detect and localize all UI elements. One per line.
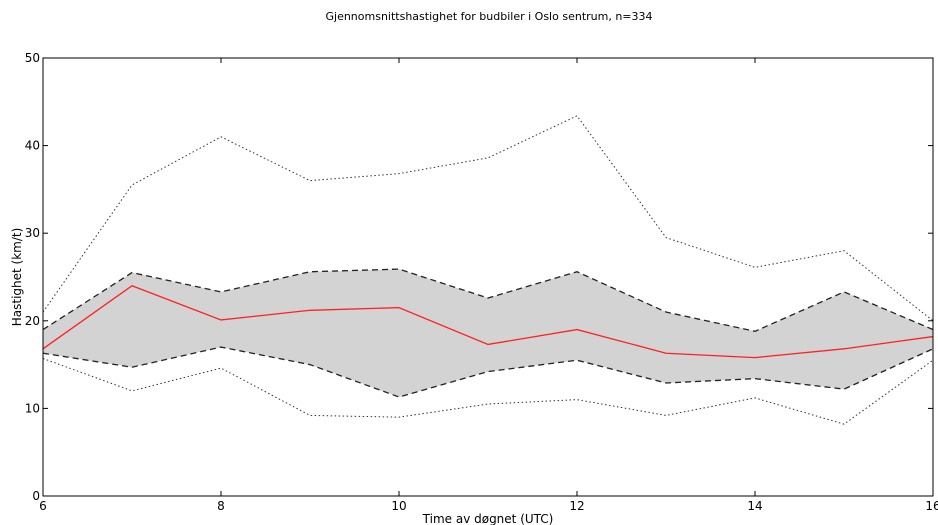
y-tick-label: 50 [25,51,40,65]
x-tick-label: 16 [925,499,938,513]
y-tick-label: 40 [25,139,40,153]
y-tick-label: 20 [25,314,40,328]
y-tick-label: 10 [25,401,40,415]
chart-title: Gjennomsnittshastighet for budbiler i Os… [325,10,652,23]
x-tick-label: 6 [39,499,47,513]
x-tick-label: 8 [217,499,225,513]
y-tick-label: 30 [25,226,40,240]
y-tick-label: 0 [32,489,40,503]
plot-area: 6 8 10 12 14 16 0 10 20 30 40 50 [25,51,938,513]
x-axis-title: Time av døgnet (UTC) [422,512,554,525]
x-tick-label: 14 [747,499,762,513]
y-axis-title: Hastighet (km/t) [10,228,24,327]
series-line-lower-band [42,346,934,398]
series-line-upper-band [42,268,934,332]
series-line-max [42,115,934,322]
x-tick-label: 12 [569,499,584,513]
band-fill [43,269,933,398]
plot-frame [42,57,934,497]
x-tick-label: 10 [391,499,406,513]
series-line-mean [42,285,934,359]
